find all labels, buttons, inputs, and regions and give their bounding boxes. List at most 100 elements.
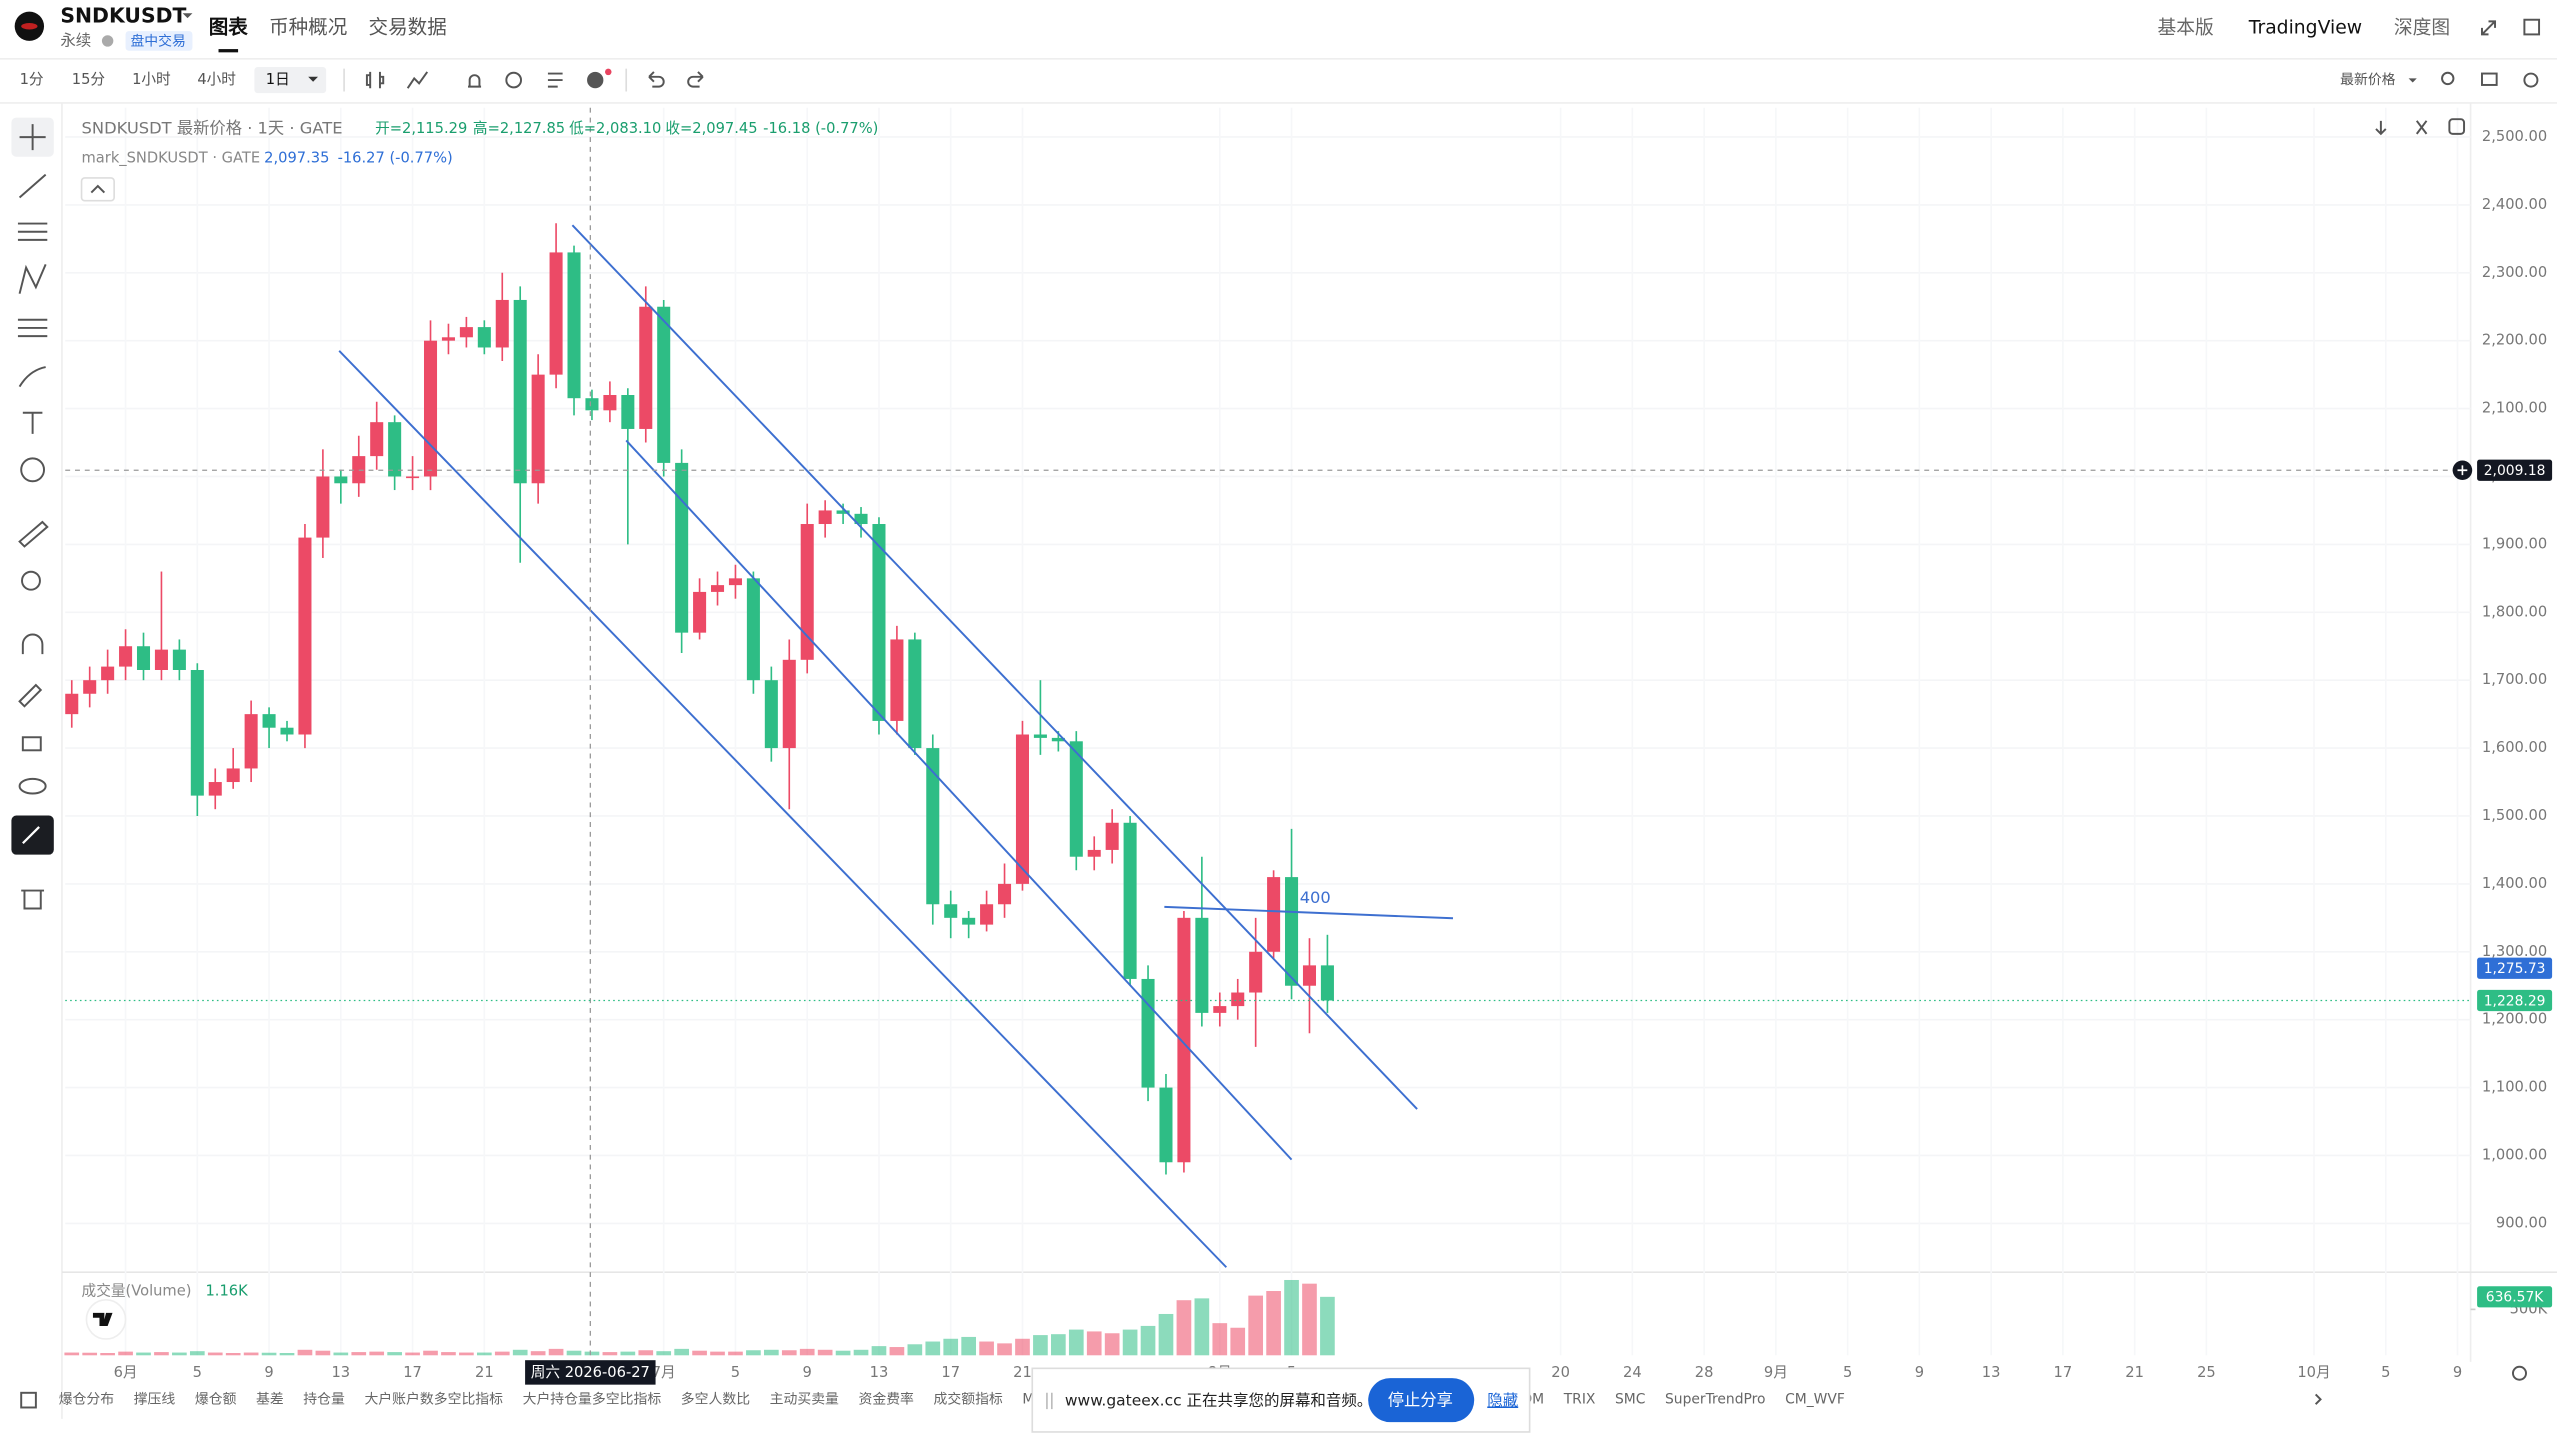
tab[interactable]: 币种概况 xyxy=(269,15,347,38)
projection-tool[interactable] xyxy=(17,318,48,338)
text-tool[interactable] xyxy=(22,411,43,434)
indicator-tab[interactable]: 爆仓分布 xyxy=(59,1391,115,1407)
price-source[interactable]: 最新价格 xyxy=(2340,72,2396,88)
volume-bar xyxy=(638,1350,654,1356)
volume-bar xyxy=(530,1351,546,1356)
candle-body xyxy=(119,646,133,667)
channel-middle[interactable] xyxy=(625,439,1293,1161)
camera-icon[interactable] xyxy=(2481,72,2498,86)
indicator-more[interactable] xyxy=(2314,1393,2322,1405)
indicator-tab[interactable]: 撑压线 xyxy=(134,1391,176,1407)
view-depth[interactable]: 深度图 xyxy=(2394,16,2450,38)
indicator-icon[interactable] xyxy=(406,71,429,89)
brush-tool[interactable] xyxy=(18,366,46,388)
mark-change: -16.27 (-0.77%) xyxy=(338,149,453,166)
x-tick-label: 17 xyxy=(941,1364,960,1381)
symbol-caret xyxy=(182,13,193,19)
pane-max-icon[interactable] xyxy=(2448,118,2466,135)
crosshair-add-plus xyxy=(2457,465,2468,476)
volume-bar xyxy=(387,1352,402,1356)
candle-body xyxy=(370,422,384,457)
fib-tool[interactable] xyxy=(17,222,48,241)
indicator-tab[interactable]: 主动买卖量 xyxy=(770,1391,839,1407)
volume-bar xyxy=(261,1352,277,1356)
tab[interactable]: 交易数据 xyxy=(369,15,447,38)
trendline-tool[interactable] xyxy=(18,173,47,199)
expand-icon[interactable] xyxy=(2481,20,2497,36)
indicator-tab[interactable]: CM_WVF xyxy=(1785,1391,1845,1407)
ruler-tool[interactable] xyxy=(18,520,49,548)
replay-icon[interactable] xyxy=(505,71,522,89)
view-basic[interactable]: 基本版 xyxy=(2157,16,2214,38)
zoom-tool[interactable] xyxy=(21,570,41,591)
candle-body xyxy=(872,524,886,721)
indicator-tab[interactable]: 成交额指标 xyxy=(934,1390,1003,1407)
candle-body xyxy=(154,649,168,670)
axis-settings-icon[interactable] xyxy=(2511,1365,2527,1381)
indicator-tab[interactable]: 资金费率 xyxy=(858,1390,914,1407)
candle-body xyxy=(65,693,79,715)
indicator-tab[interactable]: TRIX xyxy=(1563,1391,1596,1407)
symbol[interactable]: SNDKUSDT xyxy=(60,3,186,27)
stop-share-button[interactable] xyxy=(1368,1378,1475,1423)
candle-body xyxy=(585,398,599,411)
emoji-tool[interactable] xyxy=(20,457,46,483)
volume-bar xyxy=(817,1349,833,1356)
redo-icon[interactable] xyxy=(687,71,704,88)
volume-bar xyxy=(225,1353,241,1356)
tab[interactable]: 图表 xyxy=(209,15,249,38)
indicator-tab[interactable]: 多空人数比 xyxy=(681,1390,750,1407)
collapse-button[interactable] xyxy=(80,177,115,202)
interval[interactable]: 1小时 xyxy=(132,71,171,88)
candle-body xyxy=(495,299,509,348)
link-tool-bg[interactable] xyxy=(11,815,54,855)
alert-icon[interactable] xyxy=(468,74,482,88)
channel-lower[interactable] xyxy=(338,350,1228,1268)
indicator-tab[interactable]: SuperTrendPro xyxy=(1665,1391,1766,1407)
horizontal-ray[interactable] xyxy=(1164,905,1454,920)
crosshair-tool[interactable] xyxy=(19,124,46,151)
tv-logo xyxy=(92,1312,113,1326)
pane-collapse-icon[interactable] xyxy=(2415,120,2428,135)
search-icon[interactable] xyxy=(2441,71,2455,86)
add-icon[interactable] xyxy=(587,71,604,89)
settings-icon[interactable] xyxy=(2523,72,2539,88)
view-tradingview[interactable]: TradingView xyxy=(2248,17,2362,38)
pane-down-icon[interactable] xyxy=(2375,120,2387,136)
lock-draw-tool[interactable] xyxy=(18,683,43,708)
interval[interactable]: 15分 xyxy=(72,71,106,88)
volume-bar xyxy=(871,1346,887,1356)
indicator-tab[interactable]: SMC xyxy=(1615,1391,1645,1407)
indicator-tab[interactable]: 持仓量 xyxy=(303,1391,345,1407)
interval[interactable]: 4小时 xyxy=(197,71,236,88)
channel-upper[interactable] xyxy=(571,224,1418,1110)
indicator-tab[interactable]: 大户持仓量多空比指标 xyxy=(523,1390,662,1407)
fullscreen-icon[interactable] xyxy=(2523,18,2541,36)
indicator-tab[interactable]: 基差 xyxy=(256,1390,284,1407)
magnet-tool[interactable] xyxy=(21,633,44,655)
candle-body xyxy=(459,327,473,338)
volume-bar xyxy=(1033,1335,1048,1356)
indicator-tab[interactable]: 大户账户数多空比指标 xyxy=(364,1390,503,1407)
undo-icon[interactable] xyxy=(648,71,665,88)
indicator-tab[interactable]: 爆仓额 xyxy=(195,1391,237,1407)
hide-link[interactable]: 隐藏 xyxy=(1487,1391,1518,1409)
interval-active[interactable]: 1日 xyxy=(266,71,290,88)
template-icon[interactable] xyxy=(547,72,563,88)
contract-type: 永续 xyxy=(60,31,91,49)
chart-type-icon[interactable] xyxy=(365,71,385,89)
interval[interactable]: 1分 xyxy=(20,71,44,88)
y-tick-label: 2,100.00 xyxy=(2482,400,2547,417)
legend-open: 开=2,115.29 xyxy=(375,120,467,137)
delete-tool[interactable] xyxy=(21,889,45,910)
mark-price: 2,097.35 xyxy=(264,149,329,166)
candle-body xyxy=(1320,965,1334,1001)
drag-handle[interactable] xyxy=(1046,1392,1053,1410)
interval-caret[interactable] xyxy=(308,76,318,82)
price-source-caret[interactable] xyxy=(2408,78,2417,83)
pattern-tool[interactable] xyxy=(18,263,47,294)
lock-tool[interactable] xyxy=(21,736,42,752)
hide-tool[interactable] xyxy=(18,777,47,795)
calendar-icon[interactable] xyxy=(20,1391,37,1409)
